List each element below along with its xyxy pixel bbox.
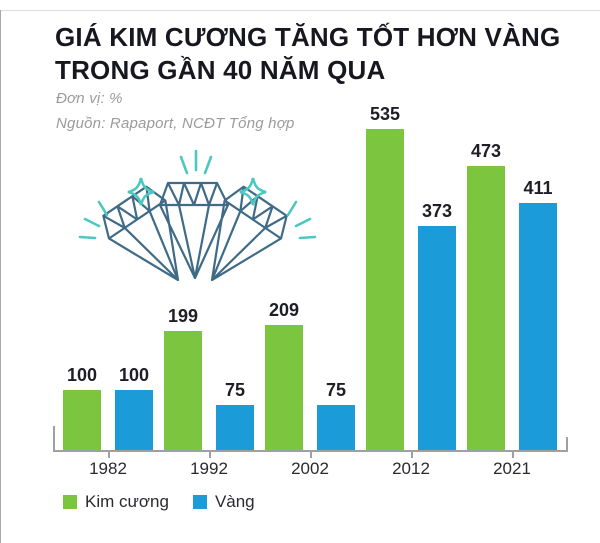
value-label-vang-2012: 373 (421, 201, 453, 221)
diamond-center-icon (158, 181, 230, 280)
sparkle-rays-left-icon (78, 200, 109, 240)
value-label-kim-cuong-2002: 209 (268, 300, 300, 320)
chart-legend: Kim cương Vàng (63, 492, 255, 512)
legend-swatch-kim-cuong (63, 495, 77, 509)
x-axis-tick-1992 (209, 450, 211, 458)
value-label-vang-2002: 75 (325, 380, 347, 400)
diamond-right-icon (210, 185, 288, 282)
sparkle-rays-top-icon (179, 149, 213, 175)
bar-vang-1992 (216, 405, 254, 450)
legend-label-vang: Vàng (214, 492, 255, 511)
bar-vang-2012 (418, 226, 456, 450)
x-axis-label-1982: 1982 (89, 459, 127, 478)
x-axis-tick-2012 (411, 450, 413, 458)
value-label-vang-2021: 411 (523, 178, 553, 198)
value-label-vang-1992: 75 (224, 380, 246, 400)
bar-vang-1982 (115, 390, 153, 450)
sparkle-star-right-icon (239, 177, 267, 206)
unit-label: Đơn vị: % (56, 90, 123, 107)
bar-kim-cuong-2012 (366, 129, 404, 450)
value-label-kim-cuong-2012: 535 (369, 104, 401, 124)
x-axis-label-2002: 2002 (291, 459, 329, 478)
value-label-vang-1982: 100 (118, 365, 150, 385)
y-axis-stub-right (566, 437, 568, 450)
value-label-kim-cuong-1992: 199 (167, 306, 199, 326)
diamond-left-icon (102, 185, 180, 282)
legend-swatch-vang (192, 495, 207, 509)
value-label-kim-cuong-1982: 100 (66, 365, 98, 385)
x-axis-label-1992: 1992 (190, 459, 228, 478)
x-axis-label-2012: 2012 (392, 459, 430, 478)
legend-item-kim-cuong: Kim cương (63, 492, 169, 512)
sparkle-rays-right-icon (286, 200, 317, 240)
page-title-line2: TRONG GẦN 40 NĂM QUA (55, 55, 386, 85)
bar-kim-cuong-2002 (265, 325, 303, 450)
sparkle-star-left-icon (127, 177, 155, 206)
diamonds-illustration (78, 149, 317, 282)
value-label-kim-cuong-2021: 473 (470, 141, 502, 161)
x-axis-tick-1982 (108, 450, 110, 458)
legend-item-vang: Vàng (192, 492, 255, 512)
page-title: GIÁ KIM CƯƠNG TĂNG TỐT HƠN VÀNG TRONG GẦ… (55, 21, 595, 87)
left-divider (0, 10, 1, 543)
bar-kim-cuong-2021 (467, 166, 505, 450)
x-axis-tick-2021 (512, 450, 514, 458)
x-axis-tick-2002 (310, 450, 312, 458)
bar-kim-cuong-1982 (63, 390, 101, 450)
y-axis-stub-left (53, 426, 55, 450)
x-axis-label-2021: 2021 (493, 459, 531, 478)
bar-vang-2021 (519, 203, 557, 450)
source-label: Nguồn: Rapaport, NCĐT Tổng hợp (56, 115, 295, 132)
bar-vang-2002 (317, 405, 355, 450)
bar-kim-cuong-1992 (164, 331, 202, 450)
legend-label-kim-cuong: Kim cương (85, 492, 169, 511)
top-divider (0, 10, 600, 11)
page-title-line1: GIÁ KIM CƯƠNG TĂNG TỐT HƠN VÀNG (55, 22, 561, 52)
